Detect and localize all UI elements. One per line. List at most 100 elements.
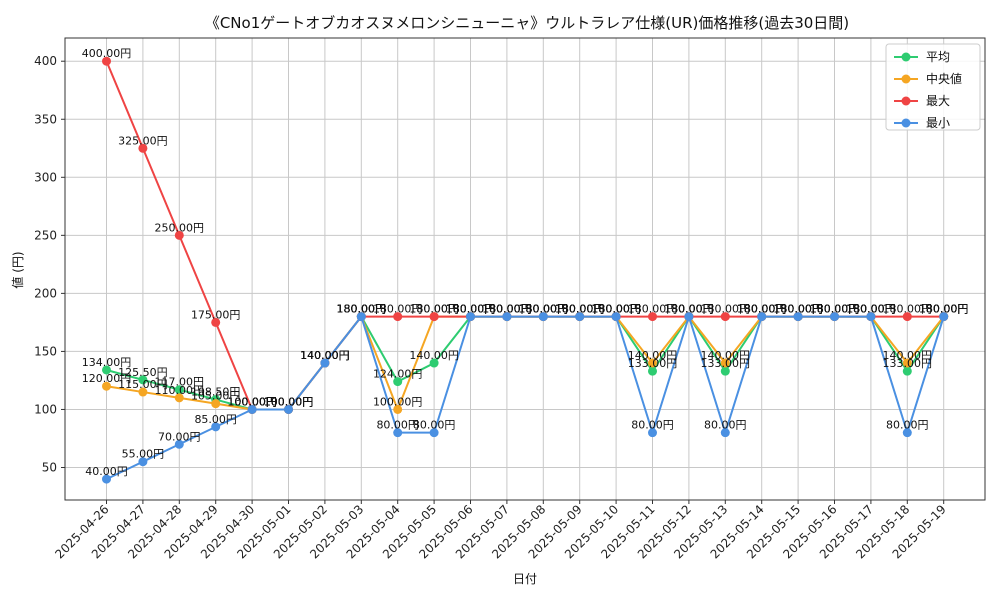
- y-tick-label: 250: [34, 228, 57, 242]
- series-point-3: [138, 457, 148, 467]
- legend-label: 平均: [926, 50, 950, 64]
- point-label-0: 117.00円: [155, 376, 205, 389]
- point-label-0: 180.00円: [337, 303, 387, 316]
- point-label-0: 140.00円: [409, 349, 459, 362]
- series-layer: [102, 56, 949, 484]
- point-label-2: 180.00円: [337, 303, 387, 316]
- y-tick-label: 350: [34, 112, 57, 126]
- point-label-2: 250.00円: [155, 221, 205, 234]
- series-point-3: [793, 312, 803, 322]
- point-label-3: 80.00円: [631, 419, 674, 432]
- series-point-0: [429, 358, 439, 368]
- point-label-3: 180.00円: [810, 303, 860, 316]
- plot-frame: [64, 37, 986, 501]
- point-label-1: 140.00円: [701, 349, 751, 362]
- series-point-2: [429, 312, 439, 322]
- y-tick-label: 50: [42, 460, 57, 474]
- series-point-3: [393, 428, 403, 438]
- point-label-3: 180.00円: [664, 303, 714, 316]
- point-label-3: 140.00円: [300, 349, 350, 362]
- point-label-0: 180.00円: [773, 303, 823, 316]
- series-point-1: [393, 404, 403, 414]
- point-label-2: 325.00円: [118, 134, 168, 147]
- series-point-0: [174, 385, 184, 395]
- series-point-3: [902, 428, 912, 438]
- point-label-1: 110.00円: [155, 384, 205, 397]
- series-point-3: [648, 428, 657, 438]
- point-label-2: 180.00円: [773, 303, 823, 316]
- series-point-3: [866, 312, 876, 322]
- point-label-0: 133.00円: [883, 357, 933, 370]
- point-label-3: 55.00円: [122, 448, 165, 461]
- point-label-1: 100.00円: [373, 395, 423, 408]
- point-label-0: 133.00円: [628, 357, 678, 370]
- point-label-3: 100.00円: [227, 395, 277, 408]
- point-label-2: 180.00円: [373, 303, 423, 316]
- point-label-0: 180.00円: [919, 303, 969, 316]
- point-label-2: 400.00円: [82, 47, 132, 60]
- legend-swatch-marker: [901, 118, 911, 128]
- series-point-3: [356, 312, 366, 322]
- point-label-0: 125.50円: [118, 366, 168, 379]
- point-label-3: 100.00円: [264, 395, 314, 408]
- point-label-1: 180.00円: [846, 303, 896, 316]
- point-label-0: 180.00円: [664, 303, 714, 316]
- series-point-3: [611, 312, 621, 322]
- point-label-3: 180.00円: [337, 303, 387, 316]
- point-label-0: 100.00円: [264, 395, 314, 408]
- series-point-1: [211, 399, 221, 409]
- series-point-2: [393, 312, 403, 322]
- point-label-1: 115.00円: [118, 378, 168, 391]
- y-tick-label: 300: [34, 170, 57, 184]
- point-label-3: 180.00円: [919, 303, 969, 316]
- series-point-3: [211, 422, 221, 432]
- legend-swatch-marker: [901, 96, 911, 106]
- point-label-3: 180.00円: [482, 303, 532, 316]
- point-labels: 134.00円125.50円117.00円108.50円100.00円100.0…: [82, 47, 969, 478]
- series-point-2: [720, 312, 730, 322]
- point-label-1: 180.00円: [664, 303, 714, 316]
- point-label-3: 180.00円: [519, 303, 569, 316]
- point-label-1: 180.00円: [482, 303, 532, 316]
- point-label-1: 140.00円: [628, 349, 678, 362]
- point-label-1: 100.00円: [227, 395, 277, 408]
- legend-label: 最小: [926, 116, 950, 130]
- series-point-2: [648, 312, 657, 322]
- series-point-3: [320, 358, 330, 368]
- point-label-1: 105.00円: [191, 390, 241, 403]
- point-label-3: 180.00円: [591, 303, 641, 316]
- series-point-3: [538, 312, 548, 322]
- point-label-1: 180.00円: [773, 303, 823, 316]
- legend-box: [885, 43, 981, 131]
- point-label-1: 100.00円: [264, 395, 314, 408]
- series-point-0: [720, 366, 730, 376]
- point-label-2: 180.00円: [883, 303, 933, 316]
- point-label-3: 80.00円: [704, 419, 747, 432]
- point-label-1: 120.00円: [82, 372, 132, 385]
- point-label-2: 180.00円: [555, 303, 605, 316]
- series-point-3: [466, 312, 475, 322]
- point-label-2: 180.00円: [446, 303, 496, 316]
- point-label-2: 180.00円: [591, 303, 641, 316]
- point-label-1: 180.00円: [810, 303, 860, 316]
- series-point-3: [429, 428, 439, 438]
- axes: 2025-04-262025-04-272025-04-282025-04-29…: [34, 37, 986, 561]
- series-point-3: [102, 474, 111, 484]
- point-label-3: 180.00円: [446, 303, 496, 316]
- series-point-0: [648, 366, 657, 376]
- point-label-2: 180.00円: [482, 303, 532, 316]
- point-label-0: 180.00円: [482, 303, 532, 316]
- point-label-3: 180.00円: [737, 303, 787, 316]
- point-label-3: 40.00円: [85, 465, 128, 478]
- y-tick-label: 200: [34, 286, 57, 300]
- x-axis-label: 日付: [513, 572, 537, 586]
- point-label-1: 180.00円: [591, 303, 641, 316]
- point-label-3: 85.00円: [194, 413, 237, 426]
- legend-label: 中央値: [926, 71, 962, 86]
- legend-label: 最大: [926, 94, 950, 108]
- point-label-0: 108.50円: [191, 386, 241, 399]
- series-point-3: [247, 404, 257, 414]
- point-label-1: 180.00円: [555, 303, 605, 316]
- point-label-0: 100.00円: [227, 395, 277, 408]
